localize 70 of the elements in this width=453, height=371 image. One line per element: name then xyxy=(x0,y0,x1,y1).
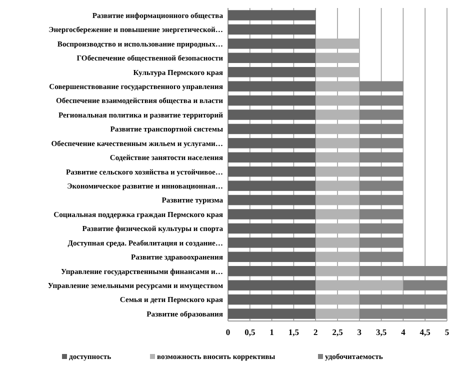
bar xyxy=(228,166,316,177)
bar xyxy=(228,10,316,20)
bar xyxy=(316,280,404,290)
bar xyxy=(359,252,404,262)
x-tick-label: 0 xyxy=(226,327,230,337)
bar xyxy=(403,280,447,290)
bar xyxy=(228,238,316,248)
bar xyxy=(316,95,360,106)
bar xyxy=(228,81,316,92)
bar xyxy=(228,209,316,220)
bar xyxy=(228,308,316,319)
bar xyxy=(316,223,360,234)
bar xyxy=(359,152,404,163)
bar xyxy=(359,95,404,106)
bar xyxy=(359,238,404,248)
bar xyxy=(316,180,360,191)
bar xyxy=(359,81,404,92)
bar xyxy=(228,38,316,49)
x-tick-label: 2 xyxy=(313,327,318,337)
bar xyxy=(316,238,360,248)
x-tick-label: 3 xyxy=(357,327,362,337)
bar xyxy=(228,180,316,191)
bar xyxy=(316,66,360,78)
bar xyxy=(316,110,360,120)
x-tick-label: 4 xyxy=(401,327,406,337)
bar xyxy=(228,223,316,234)
bar xyxy=(228,252,316,262)
bar xyxy=(359,223,404,234)
bar xyxy=(228,124,316,134)
bar xyxy=(316,38,360,49)
bar xyxy=(228,266,316,276)
x-tick-label: 4,5 xyxy=(420,327,430,337)
bar xyxy=(359,110,404,120)
bar xyxy=(228,95,316,106)
bar xyxy=(359,266,447,276)
bar xyxy=(228,152,316,163)
bar xyxy=(316,308,360,319)
bar xyxy=(228,52,316,64)
x-tick-label: 2,5 xyxy=(332,327,343,337)
bar xyxy=(359,180,404,191)
bar xyxy=(359,209,404,220)
bar xyxy=(316,166,360,177)
x-tick-label: 1,5 xyxy=(288,327,300,337)
bar xyxy=(316,252,360,262)
bar xyxy=(316,266,360,276)
bar xyxy=(359,124,404,134)
bar xyxy=(316,124,360,134)
bar xyxy=(228,24,316,35)
x-tick-label: 0,5 xyxy=(244,327,256,337)
bar xyxy=(316,209,360,220)
bar xyxy=(228,138,316,148)
bar xyxy=(228,110,316,120)
bar xyxy=(359,166,404,177)
bar xyxy=(228,280,316,290)
bar xyxy=(228,66,316,78)
x-tick-label: 1 xyxy=(270,327,274,337)
x-tick-label: 3,5 xyxy=(376,327,387,337)
bar xyxy=(316,138,360,148)
bar xyxy=(228,294,316,305)
bar xyxy=(228,194,316,206)
bar xyxy=(359,294,447,305)
bar xyxy=(316,152,360,163)
bar xyxy=(316,294,360,305)
bar xyxy=(316,52,360,64)
bar xyxy=(359,308,447,319)
x-tick-label: 5 xyxy=(444,327,450,337)
bar xyxy=(359,194,404,206)
bar xyxy=(316,194,360,206)
bar xyxy=(359,138,404,148)
bar xyxy=(316,81,360,92)
